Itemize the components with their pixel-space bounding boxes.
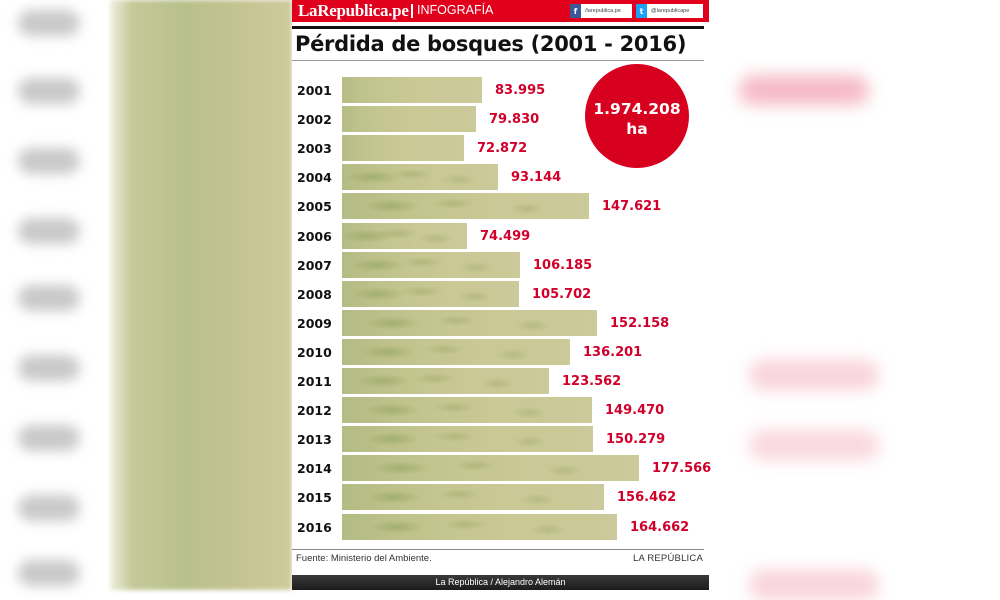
blurred-shape: [18, 560, 80, 586]
value-label: 93.144: [511, 170, 562, 186]
bar: [342, 106, 476, 133]
year-label: 2001: [297, 83, 332, 98]
bar: [342, 368, 549, 394]
year-label: 2015: [297, 490, 332, 506]
blurred-shape: [18, 425, 80, 451]
twitter-icon: t: [636, 4, 647, 18]
blurred-shape: [18, 495, 80, 521]
facebook-icon: f: [570, 4, 581, 18]
value-label: 152.158: [610, 315, 670, 331]
bar: [342, 251, 520, 278]
blurred-shape: [18, 285, 80, 311]
year-label: 2010: [297, 344, 332, 360]
value-label: 105.702: [532, 286, 592, 302]
total-value: 1.974.208: [593, 100, 681, 118]
blurred-shape: [18, 10, 80, 36]
blurred-shape: [749, 570, 879, 600]
year-label: 2011: [297, 374, 332, 389]
value-label: 123.562: [562, 374, 622, 389]
year-label: 2007: [297, 257, 332, 273]
blurred-shape: [18, 355, 80, 381]
year-label: 2006: [297, 228, 332, 244]
twitter-link[interactable]: t @larepublicape: [636, 4, 703, 18]
blurred-shape: [749, 430, 879, 460]
facebook-handle: /larepublica.pe: [585, 8, 621, 14]
section-label: INFOGRAFÍA: [417, 3, 494, 17]
chart-title: Pérdida de bosques (2001 - 2016): [295, 32, 687, 56]
bar: [342, 338, 570, 365]
infographic-card: LaRepublica.pe INFOGRAFÍA f /larepublica…: [292, 0, 712, 590]
blurred-background-green: [110, 0, 292, 590]
brand-footer: LA REPÚBLICA: [633, 553, 703, 564]
bar: [342, 77, 482, 103]
blurred-background-right: [709, 0, 1000, 600]
bar: [342, 164, 498, 191]
value-label: 74.499: [480, 228, 531, 244]
year-label: 2004: [297, 170, 332, 186]
blurred-shape: [18, 218, 80, 244]
bar: [342, 222, 467, 249]
credit-bar: La República / Alejandro Alemán: [292, 575, 709, 590]
year-label: 2016: [297, 519, 332, 535]
header-bar: LaRepublica.pe INFOGRAFÍA f /larepublica…: [292, 0, 709, 22]
value-label: 150.279: [606, 432, 666, 448]
value-label: 72.872: [477, 141, 528, 157]
bar: [342, 193, 589, 220]
bar: [342, 484, 604, 511]
blurred-shape: [749, 360, 879, 390]
facebook-link[interactable]: f /larepublica.pe: [570, 4, 632, 18]
year-label: 2003: [297, 141, 332, 157]
value-label: 177.566: [652, 461, 712, 477]
year-label: 2014: [297, 461, 332, 477]
year-label: 2008: [297, 286, 332, 302]
value-label: 136.201: [583, 344, 643, 360]
bar: [342, 280, 519, 307]
blurred-background-left: [0, 0, 115, 590]
title-rule: [292, 26, 704, 29]
value-label: 79.830: [489, 112, 540, 128]
twitter-handle: @larepublicape: [651, 8, 690, 14]
source-note: Fuente: Ministerio del Ambiente.: [296, 553, 432, 564]
value-label: 149.470: [605, 403, 665, 419]
value-label: 164.662: [630, 519, 690, 535]
value-label: 106.185: [533, 257, 593, 273]
bar: [342, 135, 464, 162]
header-divider: [411, 4, 413, 18]
year-label: 2009: [297, 315, 332, 331]
year-label: 2012: [297, 403, 332, 419]
bar: [342, 309, 597, 336]
value-label: 156.462: [617, 490, 677, 506]
title-underline: [292, 60, 704, 61]
year-label: 2013: [297, 432, 332, 448]
bar: [342, 455, 639, 482]
bar: [342, 397, 592, 424]
blurred-shape: [18, 78, 80, 104]
blurred-shape: [739, 75, 869, 105]
blurred-shape: [18, 148, 80, 174]
bar: [342, 426, 593, 453]
footer-rule: [292, 549, 704, 550]
site-logo[interactable]: LaRepublica.pe: [298, 1, 409, 20]
total-badge: 1.974.208 ha: [585, 64, 689, 168]
year-label: 2002: [297, 112, 332, 128]
total-unit: ha: [626, 120, 648, 138]
bar: [342, 513, 617, 540]
year-label: 2005: [297, 199, 332, 215]
value-label: 147.621: [602, 199, 662, 215]
value-label: 83.995: [495, 83, 546, 98]
